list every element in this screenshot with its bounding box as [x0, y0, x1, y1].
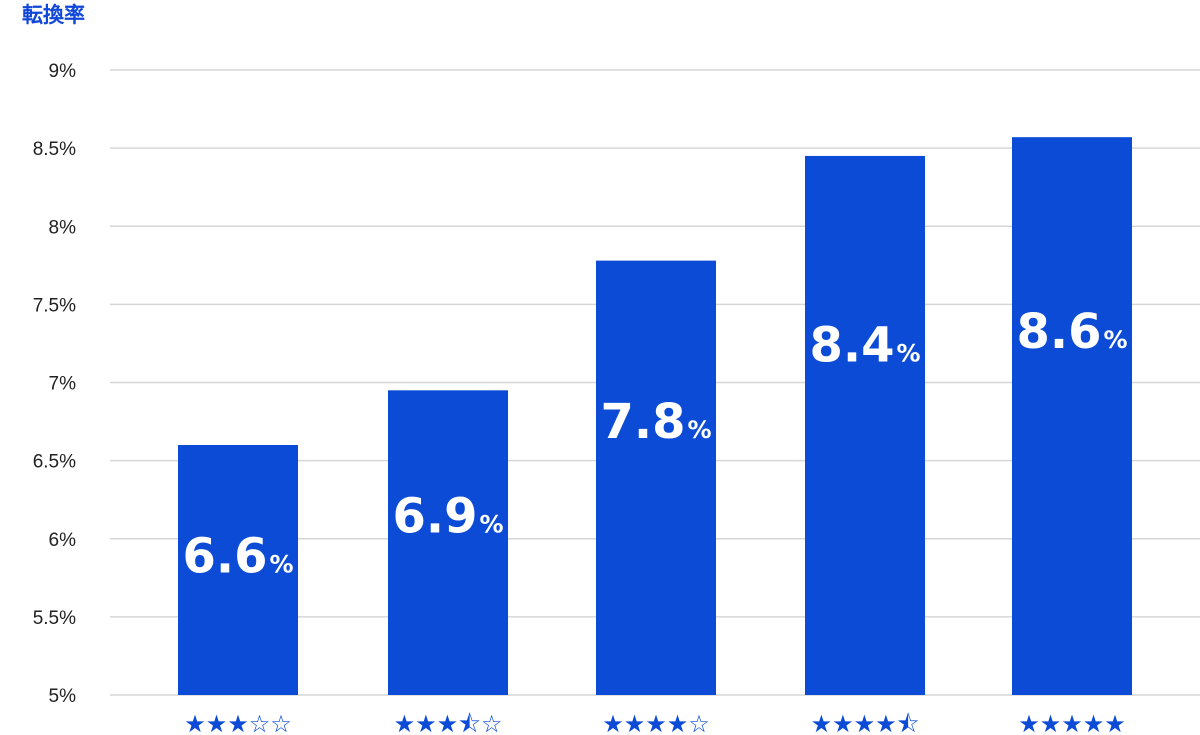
- x-axis-categories: ★★★☆☆ ★★★⯪☆ ★★★★☆ ★★★★⯪ ★★★★★: [184, 710, 1126, 735]
- y-tick-label: 6%: [49, 530, 77, 551]
- bar: [178, 445, 298, 695]
- bar-value-label: 7.8%: [600, 394, 711, 450]
- bar-value-label: 6.9%: [392, 489, 503, 545]
- y-tick-label: 7%: [49, 374, 77, 395]
- x-category-rating: ★★★⯪☆: [394, 710, 503, 735]
- bar-value-label: 8.4%: [809, 317, 920, 373]
- x-category-rating: ★★★★☆: [602, 710, 710, 735]
- y-tick-label: 8.5%: [33, 139, 76, 160]
- bar: [596, 260, 716, 695]
- bar-value-label: 6.6%: [182, 529, 293, 585]
- bar: [805, 155, 925, 695]
- y-tick-label: 6.5%: [33, 452, 76, 473]
- y-tick-label: 5.5%: [33, 608, 76, 629]
- y-tick-label: 9%: [49, 61, 77, 82]
- y-axis-title: 転換率: [22, 3, 85, 27]
- bar: [1012, 137, 1132, 695]
- y-tick-label: 5%: [49, 686, 77, 707]
- y-tick-label: 7.5%: [33, 295, 76, 316]
- x-category-rating: ★★★★★: [1018, 710, 1126, 735]
- bar: [388, 390, 508, 695]
- bars: 6.6% 6.9% 7.8% 8.4% 8.6%: [178, 137, 1132, 695]
- y-axis-ticks: 5% 5.5% 6% 6.5% 7% 7.5% 8% 8.5% 9%: [33, 61, 76, 707]
- x-category-rating: ★★★★⯪: [811, 710, 920, 735]
- x-category-rating: ★★★☆☆: [184, 710, 292, 735]
- bar-value-label: 8.6%: [1016, 304, 1127, 360]
- y-tick-label: 8%: [49, 217, 77, 238]
